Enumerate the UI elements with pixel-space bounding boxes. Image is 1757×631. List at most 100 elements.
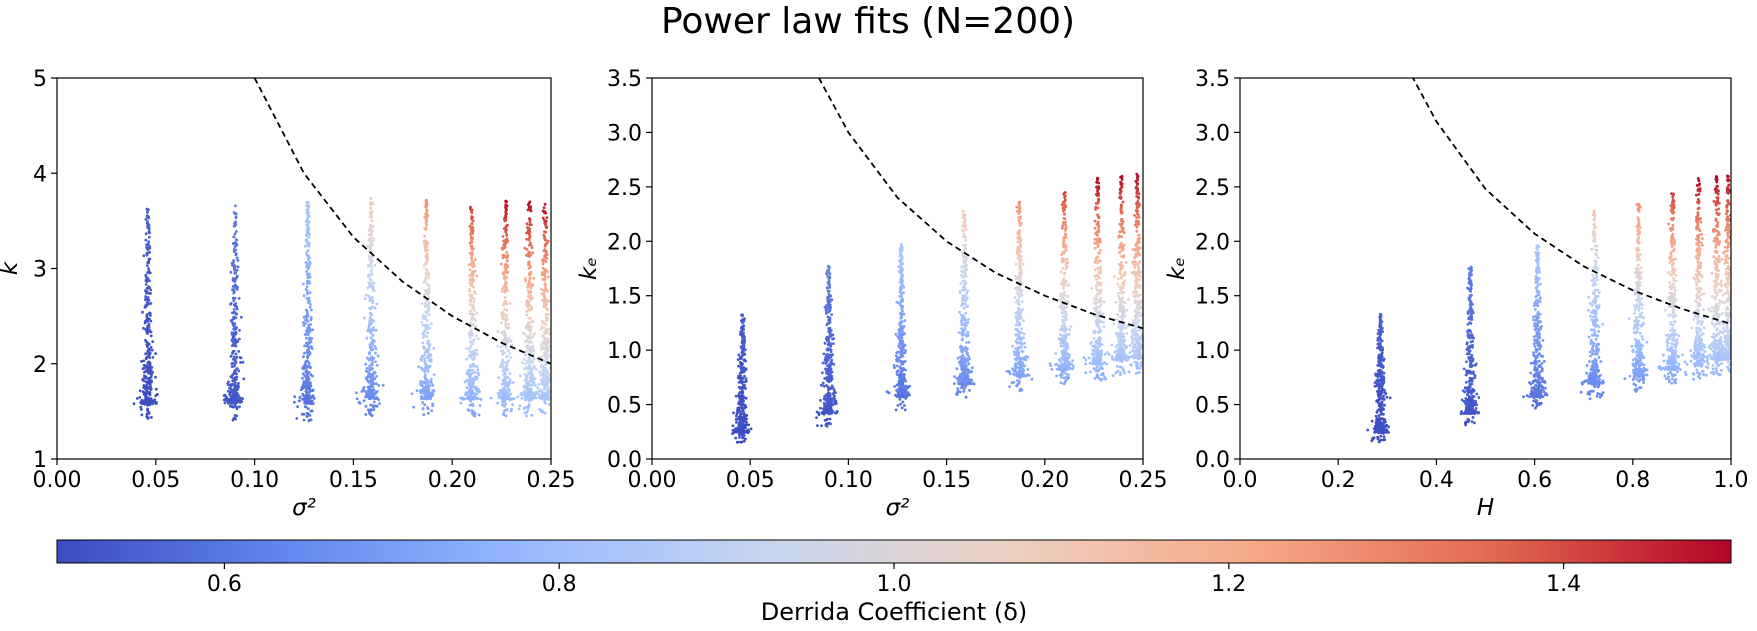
scatter-point [531,366,535,370]
scatter-point [1066,344,1069,348]
scatter-point [962,271,965,274]
scatter-point [235,307,239,311]
scatter-point [510,407,513,411]
scatter-point [306,257,310,261]
scatter-point [1019,316,1023,320]
scatter-point [833,402,836,406]
scatter-point [306,327,310,330]
scatter-point [431,384,435,387]
scatter-point [960,332,963,336]
scatter-point [469,321,472,325]
scatter-point [371,259,374,263]
scatter-point [1082,356,1086,360]
scatter-point [966,296,969,300]
scatter-point [547,403,551,406]
x-axis-label: σ² [292,495,316,521]
scatter-point [527,260,530,264]
scatter-point [527,205,531,209]
scatter-point [222,394,226,398]
scatter-point [533,395,537,399]
scatter-point [544,359,548,363]
scatter-point [426,258,429,261]
scatter-point [507,359,511,363]
scatter-point [419,379,422,383]
scatter-point [965,291,969,295]
scatter-point [830,313,833,316]
scatter-point [509,339,513,343]
scatter-point [235,384,239,388]
scatter-point [505,251,509,254]
scatter-point [736,440,740,444]
scatter-point [899,328,903,332]
scatter-point [424,262,427,265]
scatter-point [366,379,370,382]
scatter-point [423,329,427,333]
scatter-point [527,226,531,230]
scatter-point [528,321,532,324]
scatter-point [1067,333,1071,336]
scatter-point [508,398,512,402]
scatter-point [544,230,548,234]
scatter-point [470,256,473,260]
scatter-point [376,354,380,358]
scatter-point [1061,334,1065,338]
scatter-point [468,303,472,306]
scatter-point [503,277,506,281]
scatter-point [477,389,480,393]
scatter-point [1064,267,1068,271]
scatter-point [235,405,239,409]
scatter-point [828,286,832,289]
scatter-point [731,424,735,428]
scatter-point [542,289,546,292]
scatter-point [1061,241,1065,245]
scatter-point [1059,360,1063,364]
scatter-point [524,351,528,354]
scatter-point [311,402,315,405]
scatter-point [1015,209,1019,213]
scatter-point [823,409,826,412]
scatter-point [145,252,149,256]
scatter-point [960,323,964,327]
scatter-point [531,377,534,381]
fit-curve [253,78,551,365]
scatter-point [824,367,827,371]
scatter-point [293,395,296,399]
scatter-point [305,265,308,269]
scatter-point [1063,345,1066,349]
scatter-point [425,319,429,322]
scatter-point [146,264,149,267]
scatter-point [827,327,831,330]
scatter-point [375,374,379,378]
scatter-point [964,272,967,276]
scatter-point [503,313,507,317]
scatter-point [960,266,964,269]
scatter-point [1015,384,1018,388]
scatter-point [237,382,240,385]
scatter-point [900,312,904,316]
scatter-point [1014,323,1018,327]
scatter-point [1061,339,1065,342]
scatter-point [149,385,152,389]
scatter-point [306,220,310,224]
scatter-point [896,404,900,407]
scatter-point [432,389,436,392]
scatter-point [301,282,305,286]
scatter-point [737,392,741,395]
scatter-point [1063,318,1067,322]
scatter-point [365,375,369,379]
scatter-point [146,401,150,404]
scatter-point [422,293,426,297]
scatter-point [307,407,310,411]
scatter-point [902,344,906,347]
scatter-point [238,329,241,332]
scatter-point [234,304,237,308]
scatter-point [823,398,827,401]
scatter-point [428,364,432,368]
scatter-point [475,376,479,379]
scatter-point [902,324,906,328]
scatter-point [1065,341,1068,345]
scatter-point [744,368,748,372]
scatter-point [527,308,531,312]
scatter-point [309,323,312,326]
scatter-point [1062,221,1066,225]
